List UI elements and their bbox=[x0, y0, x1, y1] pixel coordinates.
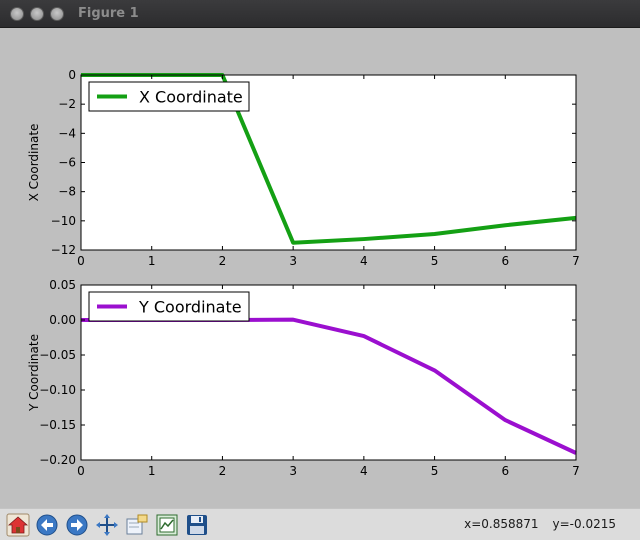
y-tick-label: 0 bbox=[68, 68, 76, 82]
y-tick-label: −0.10 bbox=[39, 383, 76, 397]
cursor-x-value: x=0.858871 bbox=[464, 517, 539, 531]
figure-canvas[interactable]: 0 1 2 3 4 5 6 7 0 −2 −4 −6 −8 −10 −12 X Coordinate X Coo… bbox=[0, 28, 640, 508]
x-tick-label: 3 bbox=[289, 464, 297, 478]
pan-button[interactable] bbox=[93, 512, 121, 538]
y-tick-label: 0.00 bbox=[49, 313, 76, 327]
y-tick-label: −0.05 bbox=[39, 348, 76, 362]
legend-label: Y Coordinate bbox=[138, 298, 242, 317]
y-tick-label: −10 bbox=[51, 214, 76, 228]
x-tick-label: 5 bbox=[431, 254, 439, 268]
forward-button[interactable] bbox=[63, 512, 91, 538]
x-tick-label: 4 bbox=[360, 254, 368, 268]
home-button[interactable] bbox=[4, 512, 32, 538]
y-tick-label: −0.20 bbox=[39, 453, 76, 467]
x-tick-label: 0 bbox=[77, 464, 85, 478]
title-bar: Figure 1 bbox=[0, 0, 640, 28]
x-tick-label: 1 bbox=[148, 254, 156, 268]
legend: X Coordinate bbox=[88, 81, 250, 112]
save-button[interactable] bbox=[183, 512, 211, 538]
x-tick-label: 5 bbox=[431, 464, 439, 478]
subplots-icon bbox=[156, 514, 178, 536]
axes-frame bbox=[80, 284, 577, 461]
zoom-rect-icon bbox=[126, 514, 148, 535]
y-tick-label: −4 bbox=[58, 126, 76, 140]
maximize-window-button[interactable] bbox=[50, 7, 64, 21]
cursor-y-value: y=-0.0215 bbox=[552, 517, 616, 531]
minimize-window-button[interactable] bbox=[30, 7, 44, 21]
y-tick-label: −8 bbox=[58, 185, 76, 199]
x-tick-label: 2 bbox=[219, 254, 227, 268]
y-tick-label: −6 bbox=[58, 156, 76, 170]
subplots-button[interactable] bbox=[153, 512, 181, 538]
x-tick-label: 6 bbox=[501, 254, 509, 268]
x-tick-label: 7 bbox=[572, 254, 580, 268]
move-icon bbox=[96, 514, 118, 536]
x-tick-label: 3 bbox=[289, 254, 297, 268]
arrow-left-icon bbox=[36, 514, 58, 536]
subplot-2: 0 1 2 3 4 5 6 7 0.05 0.00 −0.05 −0.10 −0.15 −0.20 Y Co… bbox=[27, 278, 580, 478]
y-axis-label: Y Coordinate bbox=[27, 334, 41, 412]
x-tick-label: 4 bbox=[360, 464, 368, 478]
x-tick-label: 1 bbox=[148, 464, 156, 478]
x-tick-label: 2 bbox=[219, 464, 227, 478]
legend-label: X Coordinate bbox=[139, 88, 243, 107]
y-tick-label: −2 bbox=[58, 97, 76, 111]
back-button[interactable] bbox=[33, 512, 61, 538]
legend: Y Coordinate bbox=[88, 291, 250, 322]
navigation-toolbar: x=0.858871 y=-0.0215 bbox=[0, 508, 640, 540]
zoom-button[interactable] bbox=[123, 512, 151, 538]
x-tick-label: 0 bbox=[77, 254, 85, 268]
figure-svg: 0 1 2 3 4 5 6 7 0 −2 −4 −6 −8 −10 −12 X Coordinate X Coo… bbox=[0, 28, 640, 508]
x-tick-label: 6 bbox=[501, 464, 509, 478]
window-title: Figure 1 bbox=[78, 6, 139, 21]
cursor-coordinate-readout: x=0.858871 y=-0.0215 bbox=[464, 517, 616, 531]
arrow-right-icon bbox=[66, 514, 88, 536]
y-tick-label: −12 bbox=[51, 243, 76, 257]
y-axis-label: X Coordinate bbox=[27, 124, 41, 202]
subplot-1: 0 1 2 3 4 5 6 7 0 −2 −4 −6 −8 −10 −12 X Coordinate X Coo… bbox=[27, 68, 580, 268]
close-window-button[interactable] bbox=[10, 7, 24, 21]
y-tick-label: −0.15 bbox=[39, 418, 76, 432]
save-icon bbox=[187, 515, 207, 535]
home-icon bbox=[6, 513, 30, 537]
y-tick-label: 0.05 bbox=[49, 278, 76, 292]
x-tick-label: 7 bbox=[572, 464, 580, 478]
